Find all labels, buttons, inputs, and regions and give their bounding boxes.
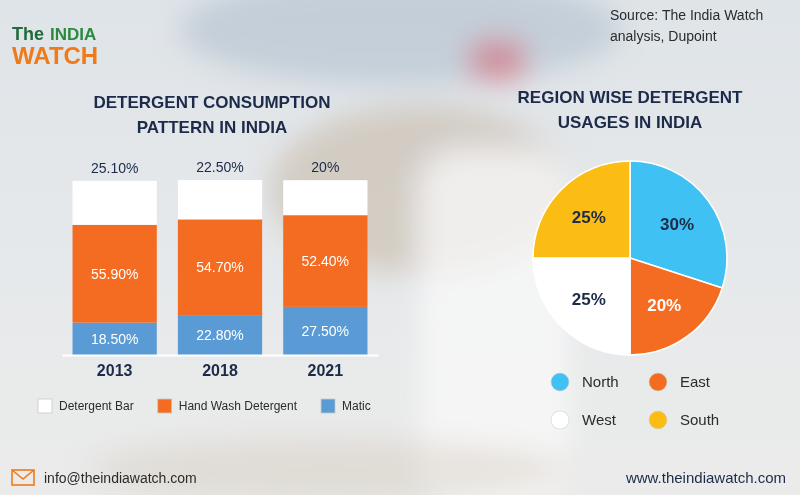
bar	[283, 307, 367, 355]
bar	[178, 219, 262, 315]
logo: TheINDIAWATCH	[12, 24, 98, 69]
legend-swatch	[551, 411, 569, 429]
bar	[178, 315, 262, 355]
logo-text: WATCH	[12, 42, 98, 69]
text-line: DETERGENT CONSUMPTION	[93, 93, 330, 112]
data-label: 25.10%	[91, 160, 138, 176]
pie-slice	[533, 161, 630, 258]
legend-swatch	[551, 373, 569, 391]
bar	[73, 181, 157, 225]
legend-swatch	[158, 399, 172, 413]
footer-website: www.theindiawatch.com	[625, 469, 786, 486]
background-shape	[90, 440, 570, 495]
x-axis: 2013 2018 2021	[63, 356, 379, 380]
legend-label: South	[680, 411, 719, 428]
data-label: 30%	[660, 215, 694, 234]
bar	[283, 215, 367, 307]
bar	[178, 180, 262, 219]
x-tick-label: 2018	[202, 362, 238, 379]
legend-swatch	[38, 399, 52, 413]
legend-label: Matic	[342, 399, 371, 413]
legend-swatch	[321, 399, 335, 413]
data-label: 20%	[311, 159, 339, 175]
pie-slice	[533, 258, 630, 355]
legend-swatch	[649, 411, 667, 429]
x-tick: 2013	[97, 362, 133, 379]
data-label: 27.50%	[302, 323, 349, 339]
text-line: PATTERN IN INDIA	[137, 118, 287, 137]
chart-svg: TheINDIAWATCH Source: The India Watch anal…	[0, 0, 800, 495]
legend: Detergent Bar Hand Wash Detergent Matic	[38, 399, 371, 413]
bar-labels: 18.50% 22.80% 27.50% 55.90% 54.70% 52.40% 25.1…	[91, 159, 349, 347]
legend-label: Detergent Bar	[59, 399, 134, 413]
legend-swatch	[649, 373, 667, 391]
text-line: REGION WISE DETERGENT	[518, 88, 743, 107]
x-tick: 2021	[308, 362, 344, 379]
data-label: 52.40%	[302, 253, 349, 269]
x-tick: 2018	[202, 362, 238, 379]
bar	[73, 323, 157, 355]
background-shape	[420, 150, 570, 495]
icon-part	[12, 470, 34, 479]
chart-title: DETERGENT CONSUMPTION PATTERN IN INDIA	[93, 93, 330, 137]
text-line: Source: The India Watch	[610, 7, 763, 23]
data-label: 55.90%	[91, 266, 138, 282]
data-label: 22.80%	[196, 327, 243, 343]
bar	[73, 225, 157, 323]
data-label: 25%	[572, 290, 606, 309]
legend-label: East	[680, 373, 711, 390]
x-tick-label: 2021	[308, 362, 344, 379]
pie-labels: 30% 20% 25% 25%	[572, 208, 694, 315]
page: TheINDIAWATCH Source: The India Watch anal…	[0, 0, 800, 495]
legend-label: West	[582, 411, 617, 428]
x-axis-line	[63, 355, 379, 357]
pie	[533, 161, 727, 355]
legend: North East West South	[551, 373, 719, 429]
bar	[283, 180, 367, 215]
data-label: 25%	[572, 208, 606, 227]
chart-title: REGION WISE DETERGENT USAGES IN INDIA	[518, 88, 743, 132]
legend-label: Hand Wash Detergent	[179, 399, 298, 413]
data-label: 22.50%	[196, 159, 243, 175]
source: Source: The India Watch analysis, Dupoint	[610, 7, 763, 44]
footer-email: info@theindiawatch.com	[44, 470, 197, 486]
data-label: 20%	[647, 296, 681, 315]
email-icon	[12, 470, 34, 485]
x-tick-label: 2013	[97, 362, 133, 379]
logo-text: The	[12, 24, 44, 44]
text-line: USAGES IN INDIA	[558, 113, 703, 132]
icon-part	[12, 470, 34, 485]
background-shape	[470, 40, 525, 80]
legend-label: North	[582, 373, 619, 390]
data-label: 18.50%	[91, 331, 138, 347]
data-label: 54.70%	[196, 259, 243, 275]
pie-slice	[630, 258, 722, 355]
background-shape	[180, 0, 620, 85]
text-line: analysis, Dupoint	[610, 28, 717, 44]
bars	[73, 180, 368, 355]
